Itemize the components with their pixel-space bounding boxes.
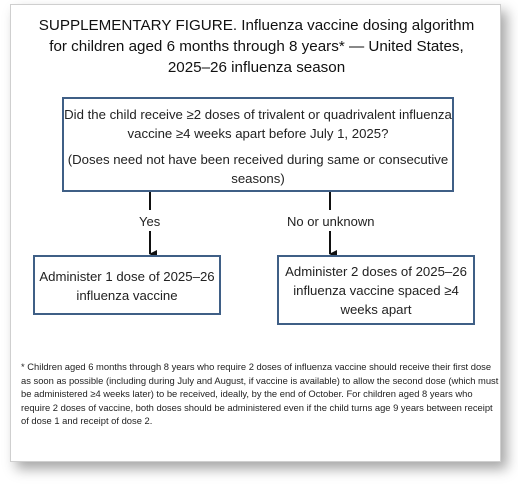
- question-text: Did the child receive ≥2 doses of trival…: [64, 107, 452, 141]
- no-outcome-box: Administer 2 doses of 2025–26 influenza …: [277, 255, 475, 325]
- no-outcome-text: Administer 2 doses of 2025–26 influenza …: [285, 264, 467, 317]
- question-note: (Doses need not have been received durin…: [67, 152, 449, 186]
- yes-label: Yes: [139, 214, 161, 229]
- no-label: No or unknown: [287, 214, 375, 229]
- yes-outcome-text: Administer 1 dose of 2025–26 influenza v…: [39, 269, 215, 303]
- figure-title: SUPPLEMENTARY FIGURE. Influenza vaccine …: [38, 17, 475, 76]
- question-box: Did the child receive ≥2 doses of trival…: [62, 97, 454, 192]
- footnote: * Children aged 6 months through 8 years…: [21, 361, 499, 426]
- flow-connectors: [149, 192, 337, 258]
- yes-outcome-box: Administer 1 dose of 2025–26 influenza v…: [33, 255, 221, 315]
- figure-frame: SUPPLEMENTARY FIGURE. Influenza vaccine …: [10, 4, 501, 462]
